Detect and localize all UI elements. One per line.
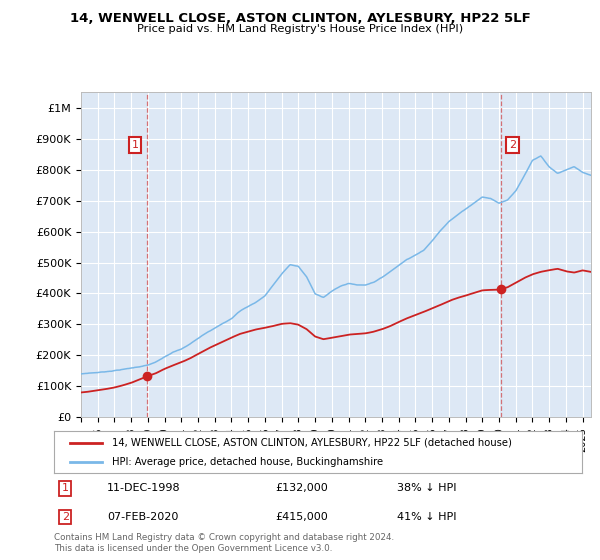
- Text: 1: 1: [131, 140, 139, 150]
- Text: 38% ↓ HPI: 38% ↓ HPI: [397, 483, 457, 493]
- Text: 2: 2: [509, 140, 516, 150]
- Text: Price paid vs. HM Land Registry's House Price Index (HPI): Price paid vs. HM Land Registry's House …: [137, 24, 463, 34]
- Text: 2: 2: [62, 512, 69, 522]
- Text: 07-FEB-2020: 07-FEB-2020: [107, 512, 178, 522]
- Text: Contains HM Land Registry data © Crown copyright and database right 2024.
This d: Contains HM Land Registry data © Crown c…: [54, 533, 394, 553]
- Text: 11-DEC-1998: 11-DEC-1998: [107, 483, 181, 493]
- Text: £132,000: £132,000: [276, 483, 329, 493]
- Text: 1: 1: [62, 483, 69, 493]
- Text: HPI: Average price, detached house, Buckinghamshire: HPI: Average price, detached house, Buck…: [112, 457, 383, 467]
- Text: 41% ↓ HPI: 41% ↓ HPI: [397, 512, 457, 522]
- Text: 14, WENWELL CLOSE, ASTON CLINTON, AYLESBURY, HP22 5LF (detached house): 14, WENWELL CLOSE, ASTON CLINTON, AYLESB…: [112, 437, 512, 447]
- Text: 14, WENWELL CLOSE, ASTON CLINTON, AYLESBURY, HP22 5LF: 14, WENWELL CLOSE, ASTON CLINTON, AYLESB…: [70, 12, 530, 25]
- Text: £415,000: £415,000: [276, 512, 329, 522]
